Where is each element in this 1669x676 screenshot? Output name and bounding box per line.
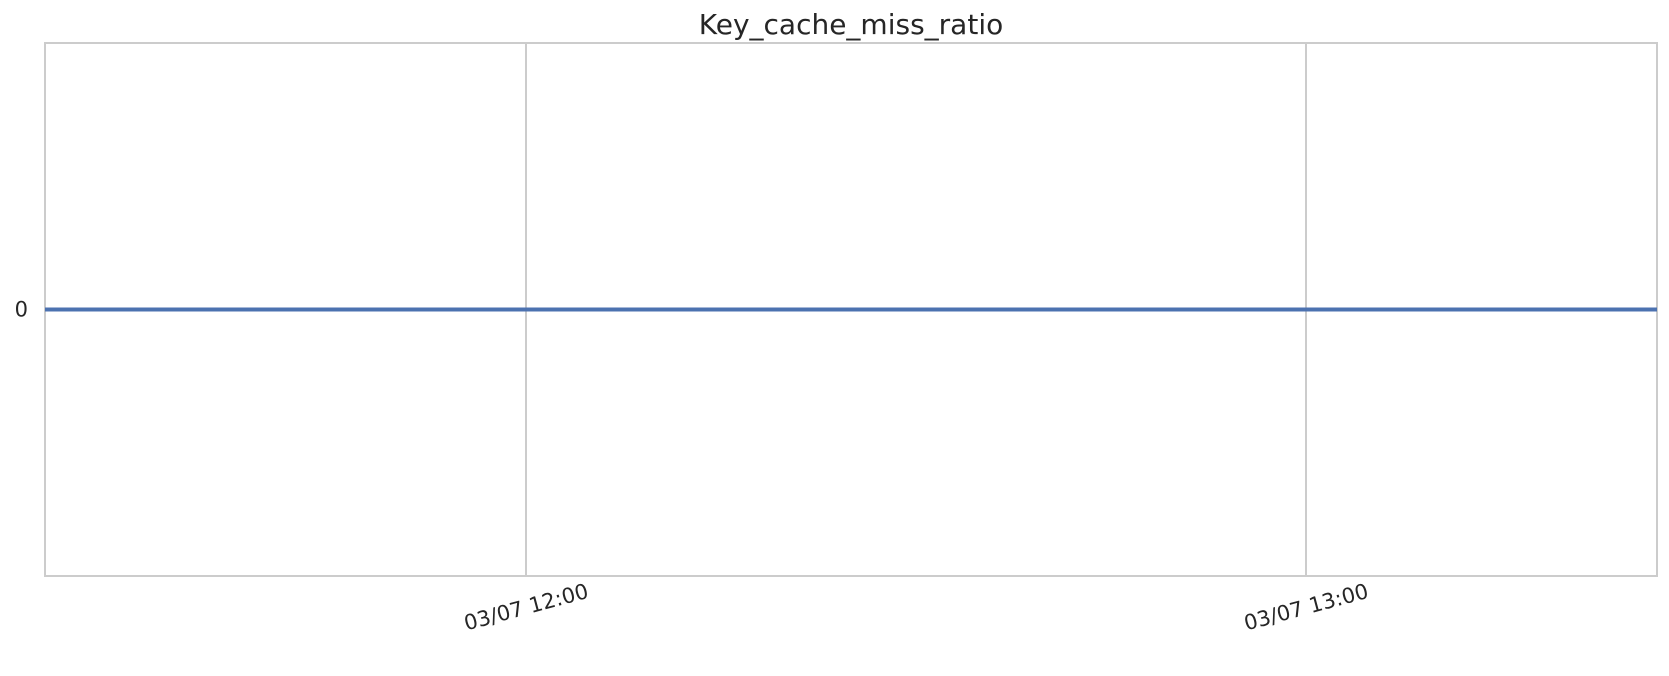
x-axis-ticks: 03/07 12:00 03/07 13:00 <box>461 579 1371 635</box>
chart-title: Key_cache_miss_ratio <box>699 8 1003 41</box>
y-tick-label: 0 <box>15 298 28 322</box>
y-axis-ticks: 0 <box>15 298 28 322</box>
x-tick-label: 03/07 12:00 <box>461 579 591 635</box>
x-tick-label: 03/07 13:00 <box>1241 579 1371 635</box>
